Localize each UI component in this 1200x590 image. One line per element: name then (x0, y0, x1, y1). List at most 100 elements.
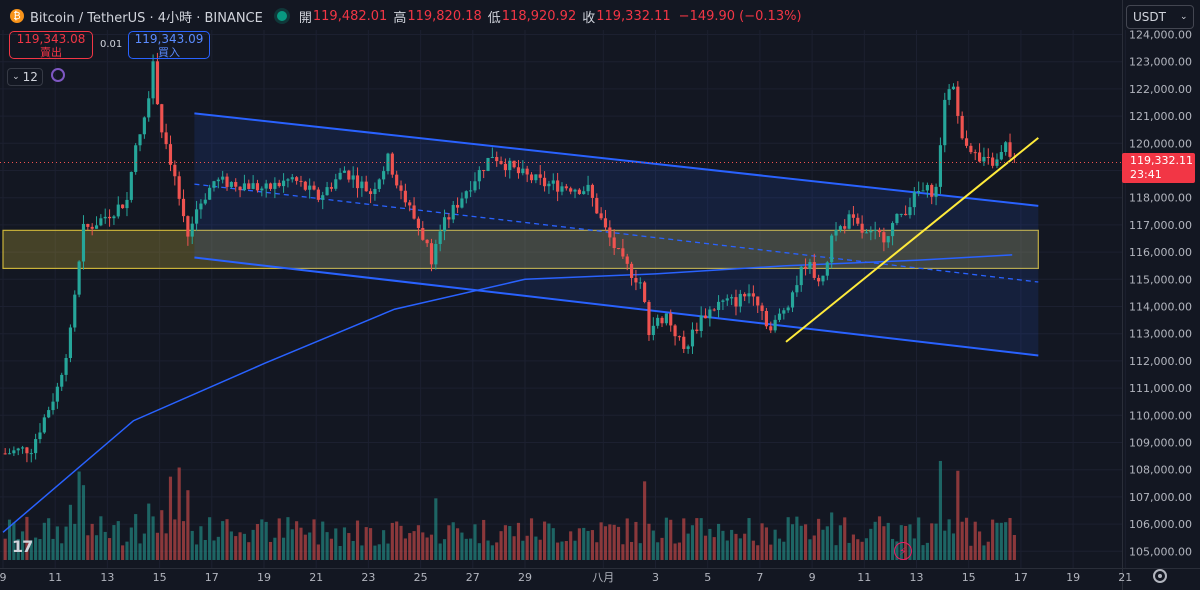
volume-bar (969, 545, 973, 560)
volume-bar (556, 542, 560, 560)
candle-body (216, 179, 220, 182)
volume-bar (64, 526, 68, 560)
candle-body (94, 225, 99, 229)
candle-body (751, 293, 755, 297)
candle-body (564, 186, 568, 189)
candle-body (42, 417, 46, 433)
tradingview-logo-icon[interactable]: 17 (12, 537, 33, 556)
volume-bar (208, 517, 212, 560)
y-tick-label: 107,000.00 (1129, 491, 1192, 504)
volume-bar (125, 541, 129, 560)
currency-select[interactable]: USDT ⌄ (1126, 5, 1194, 29)
volume-bar (643, 481, 647, 560)
candle-body (690, 329, 695, 347)
candle-body (456, 204, 460, 208)
volume-bar (290, 529, 294, 560)
volume-bar (703, 535, 708, 560)
volume-bar (347, 533, 351, 560)
candle-body (138, 134, 142, 146)
candle-body (469, 190, 473, 192)
candle-body (329, 187, 333, 189)
volume-bar (268, 541, 273, 560)
candle-body (978, 152, 982, 162)
candle-body (255, 183, 260, 191)
volume-bar (21, 531, 25, 560)
volume-bar (438, 543, 442, 560)
x-tick-label: 21 (309, 571, 323, 584)
candle-body (647, 301, 651, 336)
x-tick-label: 19 (1066, 571, 1080, 584)
volume-bar (599, 522, 603, 560)
candle-body (904, 213, 908, 216)
market-status-icon[interactable] (276, 11, 287, 21)
volume-bar (90, 523, 94, 560)
volume-bar (277, 518, 281, 560)
trendline (785, 137, 1039, 343)
volume-bar (60, 543, 64, 560)
sell-button[interactable]: 119,343.08 賣出 (9, 31, 93, 59)
buy-button[interactable]: 119,343.09 買入 (128, 31, 210, 59)
y-tick-label: 106,000.00 (1129, 518, 1192, 531)
sync-icon[interactable] (51, 68, 65, 82)
volume-bar (991, 519, 995, 560)
volume-bar (760, 523, 764, 560)
volume-bar (756, 545, 760, 560)
lightning-icon[interactable]: ⚡ (894, 542, 912, 560)
volume-bar (864, 538, 869, 560)
candle-body (634, 277, 638, 283)
candle-body (651, 325, 655, 336)
x-tick-label: 13 (100, 571, 114, 584)
volume-bar (251, 529, 255, 560)
volume-bar (338, 545, 342, 560)
candle-body (34, 439, 38, 454)
candle-body (190, 223, 194, 237)
open-value: 119,482.01 (312, 8, 388, 24)
buy-label: 買入 (158, 46, 180, 59)
volume-bar (473, 524, 477, 560)
volume-bar (38, 539, 42, 560)
volume-bar (821, 529, 825, 560)
candle-body (612, 237, 616, 249)
volume-bar (329, 538, 333, 560)
volume-bar (286, 517, 290, 560)
candle-body (121, 204, 125, 209)
candle-body (625, 256, 629, 264)
settings-gear-icon[interactable] (1153, 569, 1167, 583)
candle-body (273, 182, 277, 189)
volume-bar (155, 532, 159, 560)
candle-body (12, 450, 16, 454)
volume-bar (399, 525, 403, 560)
candle-body (577, 189, 581, 195)
volume-bar (112, 525, 116, 560)
candle-body (451, 204, 455, 220)
x-tick-label: 17 (1014, 571, 1028, 584)
chevron-down-icon: ⌄ (1179, 12, 1188, 22)
volume-bar (503, 525, 507, 560)
candle-body (360, 181, 364, 189)
volume-bar (412, 531, 416, 560)
volume-bar (81, 485, 86, 560)
spread-value: 0.01 (100, 39, 123, 50)
candle-body (891, 223, 895, 237)
indicators-toggle[interactable]: ⌄ 12 (7, 68, 43, 86)
candle-body (425, 239, 429, 244)
candle-body (16, 448, 20, 451)
volume-bar (973, 521, 977, 560)
candle-body (760, 305, 764, 311)
volume-bar (134, 514, 138, 560)
candle-body (756, 296, 760, 306)
volume-bar (382, 530, 386, 560)
volume-bar (16, 538, 20, 560)
y-tick-label: 117,000.00 (1129, 219, 1192, 232)
price-axis: 105,000.00 106,000.00 107,000.00 108,000.00… (1129, 29, 1192, 559)
volume-bar (595, 542, 599, 560)
candle-body (203, 199, 207, 204)
volume-bar (747, 518, 751, 560)
candle-body (986, 156, 990, 158)
volume-bar (129, 527, 133, 560)
symbol-title[interactable]: Bitcoin / TetherUS · 4小時 · BINANCE (30, 10, 263, 26)
candle-body (421, 228, 425, 240)
volume-bar (712, 537, 716, 560)
volume-bar (690, 525, 695, 560)
